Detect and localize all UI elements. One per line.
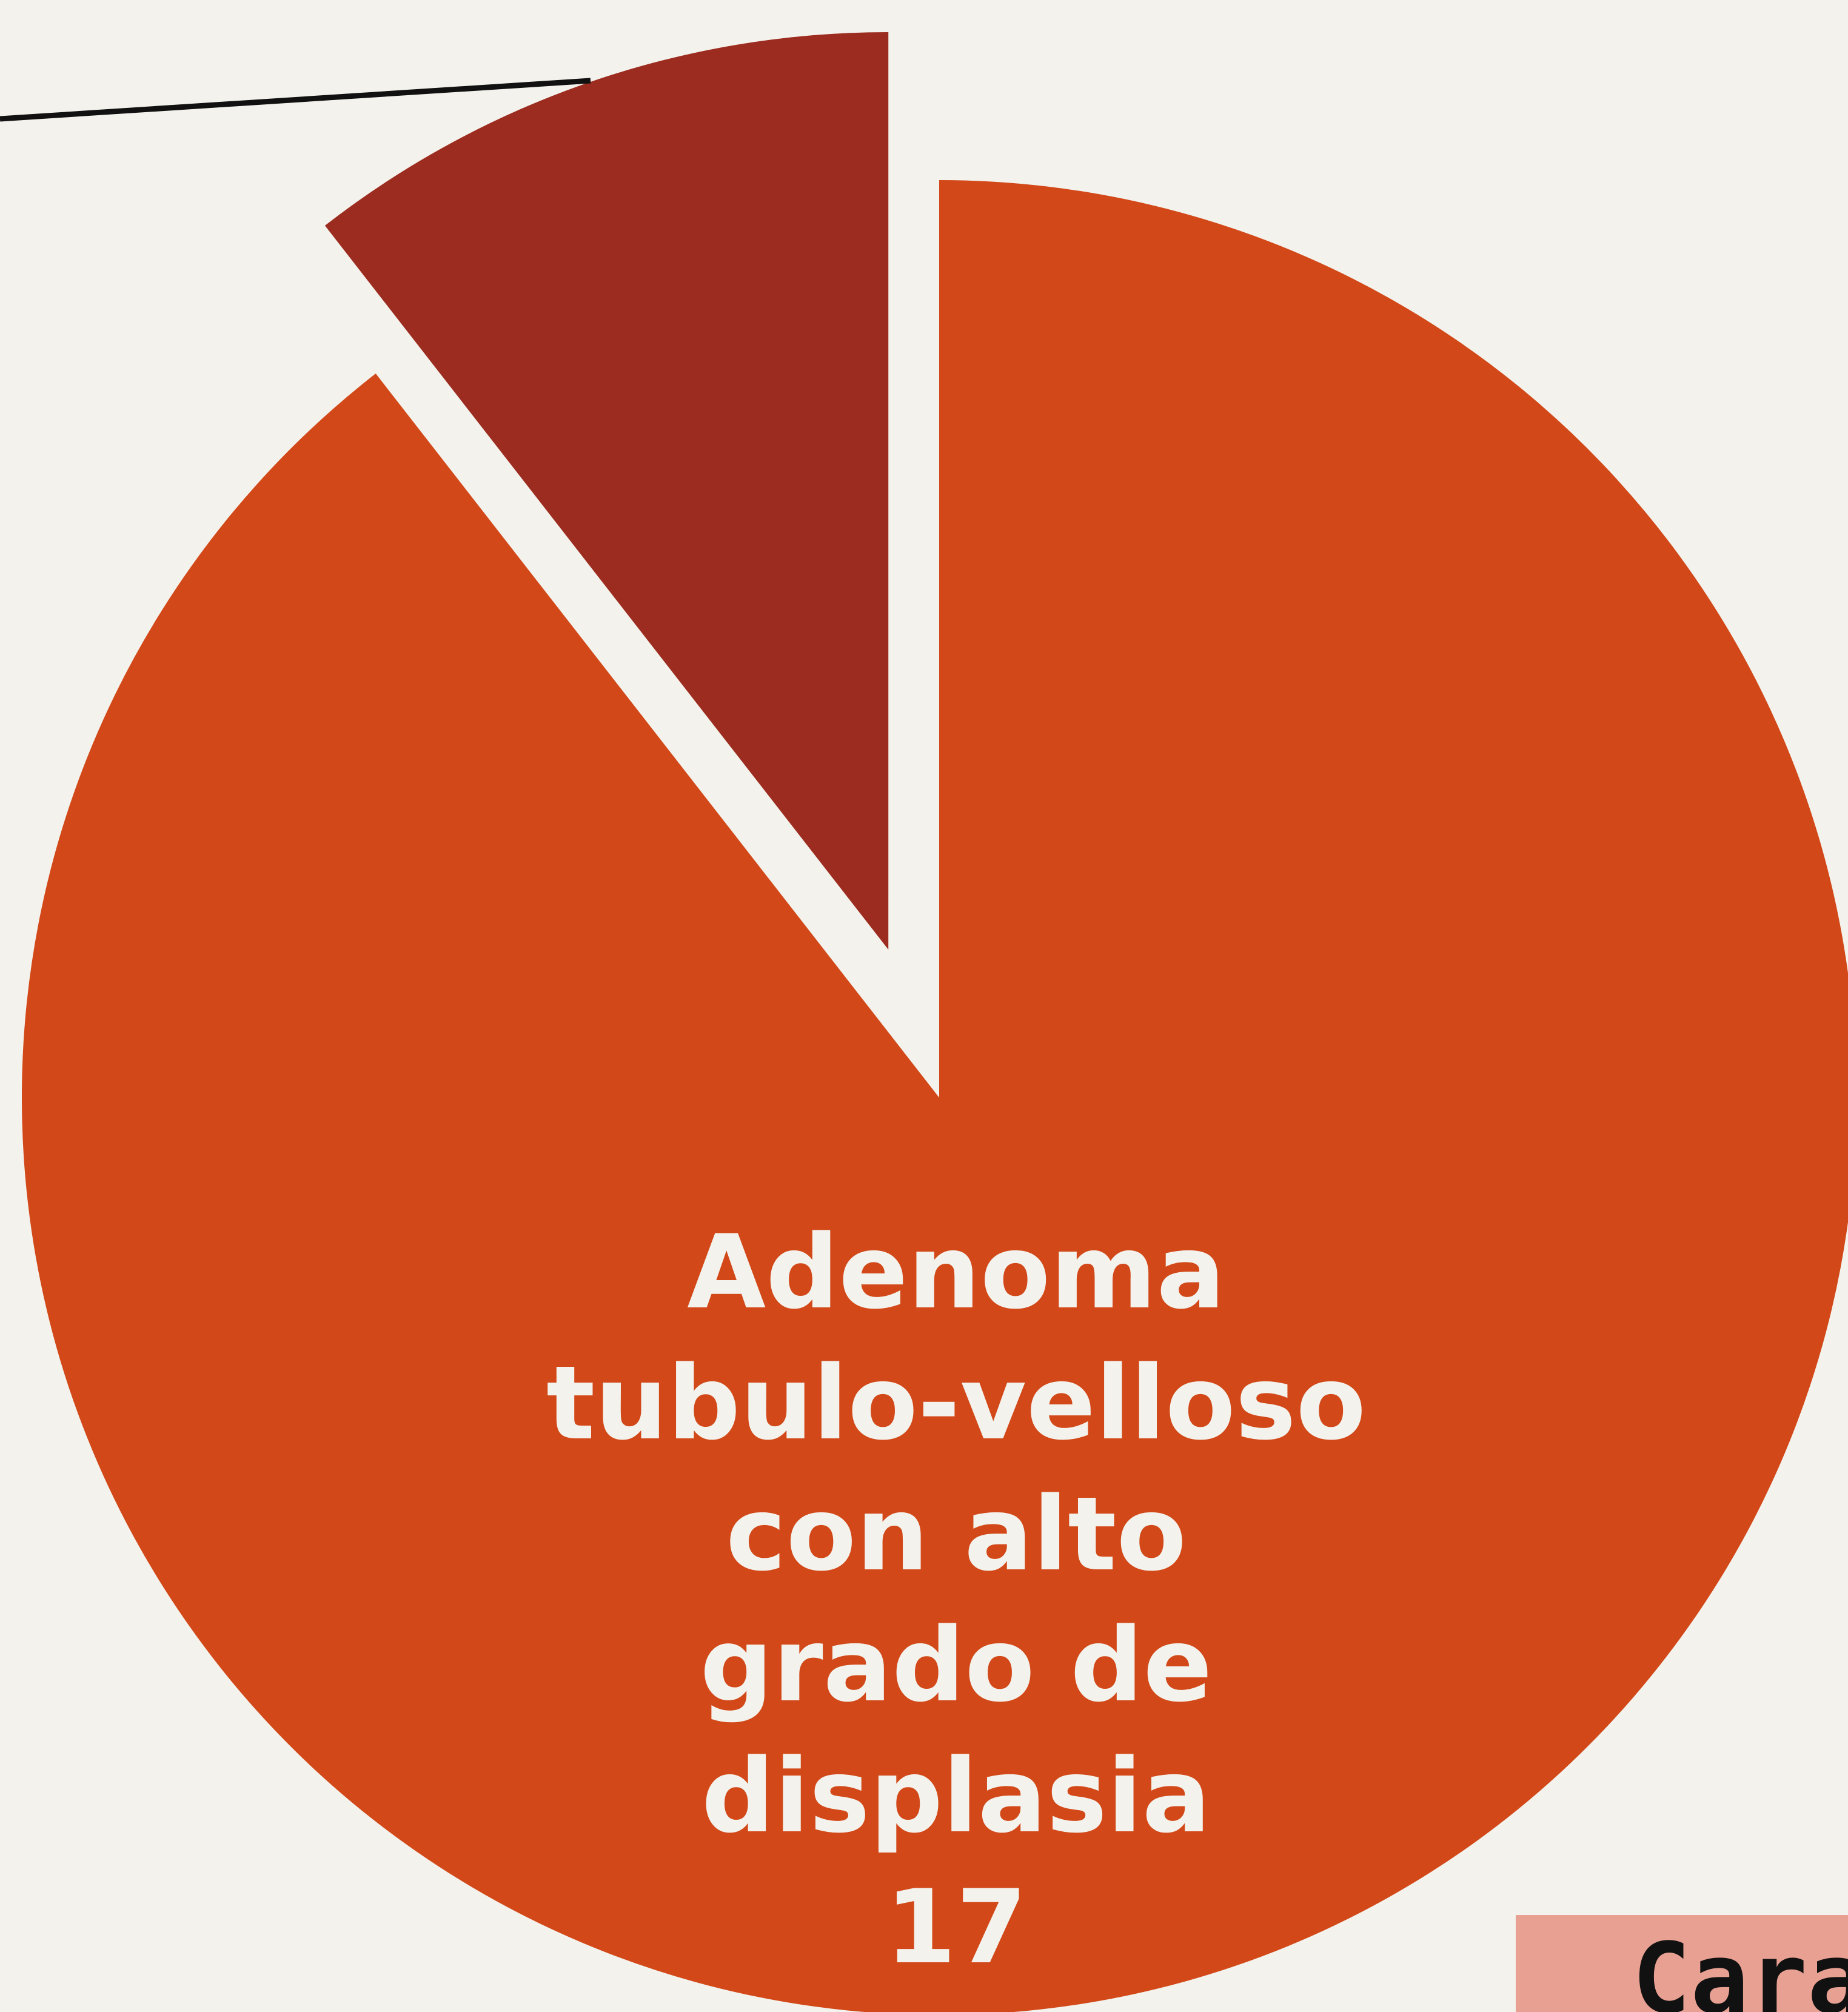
pie-slice [324,32,889,950]
chart-title: Caract [1632,1922,1848,2012]
leader-line [0,78,591,122]
slice-value-label: 17 [885,1868,1027,1987]
slices: Adenoma tubulo-velloso con alto grado de dis… [22,32,1848,2012]
slice-label: Adenoma tubulo-velloso con alto grado de dis… [546,1213,1366,1856]
title-box [1516,1915,1848,2012]
pie-slice [22,180,1848,2012]
